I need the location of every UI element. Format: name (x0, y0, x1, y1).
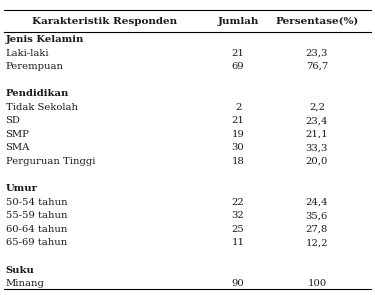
Text: 21,1: 21,1 (306, 130, 328, 139)
Text: Karakteristik Responden: Karakteristik Responden (33, 17, 178, 26)
Text: 18: 18 (232, 157, 244, 166)
Text: SMA: SMA (6, 143, 30, 153)
Text: 19: 19 (232, 130, 244, 139)
Text: 33,3: 33,3 (306, 143, 328, 153)
Text: 21: 21 (232, 116, 244, 125)
Text: 23,4: 23,4 (306, 116, 328, 125)
Text: 30: 30 (232, 143, 244, 153)
Text: 60-64 tahun: 60-64 tahun (6, 225, 67, 234)
Text: Perempuan: Perempuan (6, 62, 64, 71)
Text: Tidak Sekolah: Tidak Sekolah (6, 103, 78, 112)
Text: 21: 21 (232, 48, 244, 58)
Text: Umur: Umur (6, 184, 38, 193)
Text: 20,0: 20,0 (306, 157, 328, 166)
Text: 55-59 tahun: 55-59 tahun (6, 211, 67, 220)
Text: Jenis Kelamin: Jenis Kelamin (6, 35, 84, 44)
Text: 22: 22 (232, 198, 244, 207)
Text: 12,2: 12,2 (306, 238, 328, 248)
Text: Minang: Minang (6, 279, 45, 288)
Text: Jumlah: Jumlah (217, 17, 259, 26)
Text: 27,8: 27,8 (306, 225, 328, 234)
Text: Pendidikan: Pendidikan (6, 89, 69, 98)
Text: SMP: SMP (6, 130, 30, 139)
Text: 69: 69 (232, 62, 244, 71)
Text: 11: 11 (232, 238, 244, 248)
Text: 100: 100 (307, 279, 327, 288)
Text: 23,3: 23,3 (306, 48, 328, 58)
Text: 2,2: 2,2 (309, 103, 325, 112)
Text: 2: 2 (235, 103, 242, 112)
Text: SD: SD (6, 116, 21, 125)
Text: 24,4: 24,4 (306, 198, 328, 207)
Text: Suku: Suku (6, 266, 34, 275)
Text: 35,6: 35,6 (306, 211, 328, 220)
Text: 32: 32 (232, 211, 244, 220)
Text: 90: 90 (232, 279, 244, 288)
Text: 25: 25 (232, 225, 244, 234)
Text: Perguruan Tinggi: Perguruan Tinggi (6, 157, 95, 166)
Text: 50-54 tahun: 50-54 tahun (6, 198, 67, 207)
Text: 65-69 tahun: 65-69 tahun (6, 238, 67, 248)
Text: Laki-laki: Laki-laki (6, 48, 49, 58)
Text: Persentase(%): Persentase(%) (275, 17, 358, 26)
Text: 76,7: 76,7 (306, 62, 328, 71)
